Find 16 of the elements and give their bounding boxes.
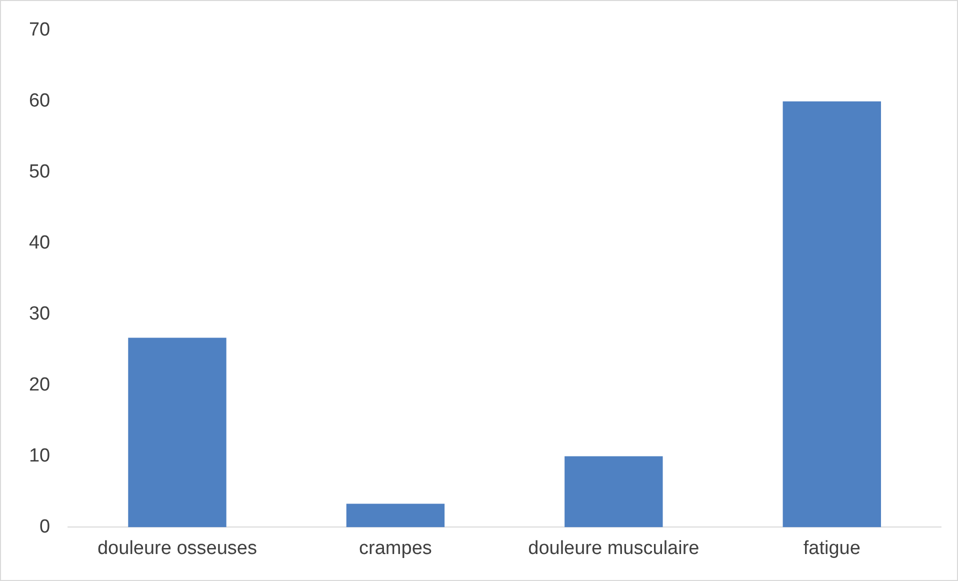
x-tick-label: fatigue (803, 538, 860, 559)
y-tick-label: 70 (28, 20, 50, 41)
x-tick-label: crampes (359, 538, 432, 559)
y-tick-label: 20 (28, 374, 50, 396)
y-tick-label: 10 (28, 445, 50, 466)
y-tick-label: 0 (40, 516, 50, 538)
x-tick-label: douleure osseuses (97, 538, 257, 559)
y-tick-label: 30 (28, 304, 50, 325)
y-tick-label: 50 (28, 162, 50, 183)
x-tick-label: douleure musculaire (528, 538, 700, 559)
bar (346, 504, 445, 528)
y-tick-label: 40 (28, 232, 50, 254)
y-tick-label: 60 (28, 90, 50, 112)
bar (564, 456, 663, 528)
bar (128, 338, 226, 528)
bar (782, 101, 881, 528)
